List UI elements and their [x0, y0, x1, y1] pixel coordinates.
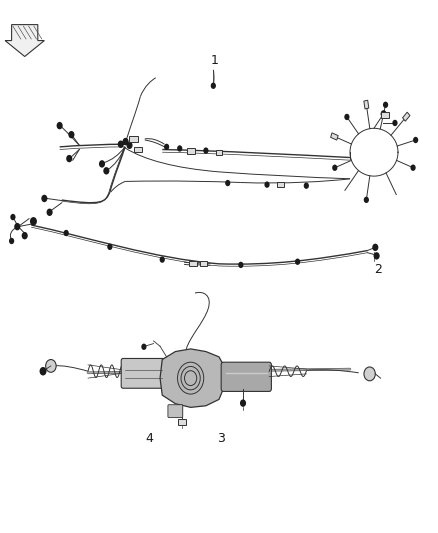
Polygon shape	[160, 349, 223, 407]
Circle shape	[211, 83, 216, 89]
Circle shape	[141, 344, 147, 350]
Bar	[364, 100, 369, 109]
Circle shape	[99, 160, 105, 167]
Circle shape	[39, 367, 46, 375]
Circle shape	[381, 110, 387, 118]
Bar	[277, 182, 284, 187]
Circle shape	[413, 137, 418, 143]
Circle shape	[103, 167, 110, 174]
Circle shape	[374, 252, 380, 260]
Circle shape	[57, 122, 63, 130]
Circle shape	[238, 262, 244, 268]
Circle shape	[118, 141, 124, 148]
Circle shape	[107, 244, 113, 250]
Bar	[215, 150, 223, 155]
Circle shape	[265, 181, 270, 188]
Circle shape	[304, 182, 309, 189]
Circle shape	[203, 148, 208, 154]
Circle shape	[177, 146, 182, 152]
Circle shape	[46, 208, 53, 216]
Bar	[403, 112, 410, 121]
Circle shape	[295, 259, 300, 265]
Circle shape	[68, 131, 74, 139]
FancyBboxPatch shape	[121, 359, 166, 388]
Text: 1: 1	[211, 54, 219, 67]
Circle shape	[364, 367, 375, 381]
Text: 2: 2	[374, 263, 382, 276]
Bar	[331, 133, 338, 140]
Circle shape	[127, 142, 133, 149]
Text: 3: 3	[217, 432, 225, 446]
Circle shape	[410, 165, 416, 171]
Circle shape	[66, 155, 72, 163]
Polygon shape	[5, 25, 44, 56]
Bar	[381, 112, 389, 118]
Circle shape	[64, 230, 69, 236]
Circle shape	[123, 138, 129, 146]
Circle shape	[14, 223, 20, 230]
Bar	[187, 148, 194, 154]
Bar	[134, 147, 142, 152]
Bar	[189, 261, 197, 266]
FancyBboxPatch shape	[168, 405, 183, 417]
Bar	[200, 262, 207, 266]
Circle shape	[46, 360, 56, 372]
Circle shape	[364, 197, 369, 203]
Circle shape	[11, 214, 15, 220]
FancyBboxPatch shape	[221, 362, 272, 391]
Circle shape	[30, 217, 37, 225]
Circle shape	[332, 165, 337, 171]
Circle shape	[9, 238, 14, 244]
Bar	[177, 418, 186, 425]
Circle shape	[240, 399, 246, 407]
Bar	[130, 136, 138, 142]
Circle shape	[392, 120, 398, 126]
Circle shape	[344, 114, 350, 120]
Circle shape	[159, 256, 165, 263]
Circle shape	[164, 144, 169, 150]
Circle shape	[225, 180, 230, 186]
Circle shape	[372, 244, 378, 251]
Circle shape	[383, 102, 388, 108]
Circle shape	[21, 232, 28, 239]
Text: 4: 4	[145, 432, 153, 446]
Circle shape	[41, 195, 47, 202]
